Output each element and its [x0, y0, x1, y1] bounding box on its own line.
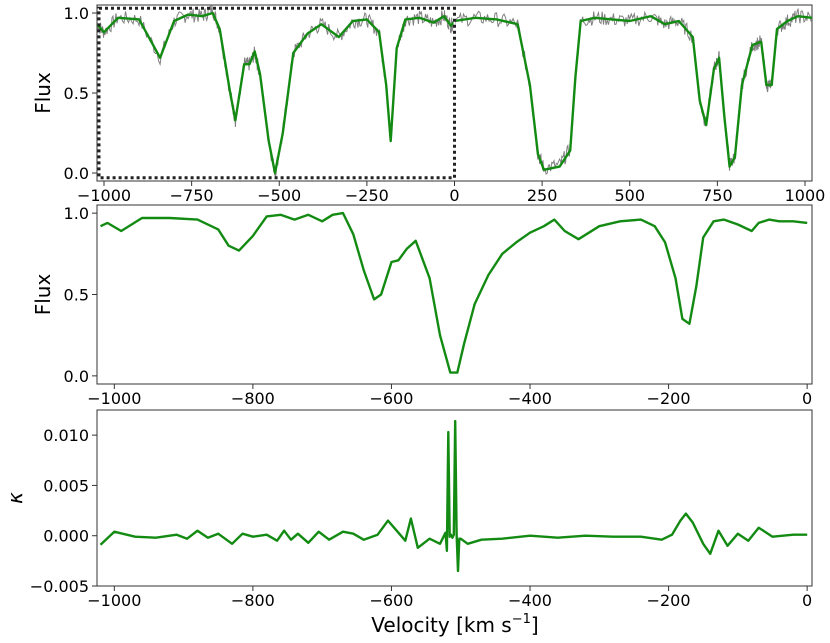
plot-frame — [96, 204, 813, 385]
y-tick-label: 0.005 — [43, 476, 89, 495]
y-tick-label: 0.5 — [64, 286, 89, 305]
x-tick-label: −400 — [508, 389, 552, 408]
x-tick-label: −750 — [170, 186, 214, 205]
model-series-line — [97, 11, 812, 175]
model-series-line — [99, 211, 808, 374]
x-tick-label: 0 — [802, 591, 812, 610]
x-tick-label: −400 — [508, 591, 552, 610]
middle-panel: −1000 −800 −600 −400 −200 0 0.0 0.5 1.0 Flux — [31, 204, 813, 408]
y-tick-label: −0.005 — [30, 577, 89, 596]
x-axis-label-close: ] — [531, 613, 539, 637]
x-tick-label: −500 — [257, 186, 301, 205]
y-tick-label: 0.5 — [64, 84, 89, 103]
plot-frame — [96, 409, 813, 587]
x-tick-label: −1000 — [87, 389, 141, 408]
x-tick-label: −800 — [231, 389, 275, 408]
x-tick-label: −1000 — [77, 186, 131, 205]
x-axis-label: Velocity [km s−1] — [371, 612, 538, 637]
y-tick-label: 0.000 — [43, 527, 89, 546]
model-series-line — [99, 419, 808, 573]
y-axis-label: Flux — [31, 72, 55, 114]
x-tick-label: −200 — [647, 389, 691, 408]
x-axis-label-main: Velocity [km s — [371, 613, 511, 637]
x-tick-label: 500 — [614, 186, 645, 205]
plot-area — [99, 419, 808, 573]
x-tick-label: −800 — [231, 591, 275, 610]
x-tick-label: 0 — [449, 186, 459, 205]
highlight-box — [97, 6, 456, 180]
x-tick-label: −600 — [369, 389, 413, 408]
y-tick-label: 1.0 — [64, 4, 89, 23]
x-tick-label: −200 — [647, 591, 691, 610]
x-tick-label: −250 — [345, 186, 389, 205]
plot-area — [99, 211, 808, 374]
y-axis-label: Flux — [31, 274, 55, 316]
x-tick-label: 250 — [527, 186, 558, 205]
x-tick-label: −600 — [369, 591, 413, 610]
x-tick-label: −1000 — [87, 591, 141, 610]
y-tick-label: 0.0 — [64, 367, 89, 386]
plot-area — [97, 5, 812, 178]
bottom-panel: −1000 −800 −600 −400 −200 0 −0.005 0.000 0.005 0.… — [3, 409, 813, 610]
x-tick-label: 0 — [802, 389, 812, 408]
x-tick-label: 750 — [702, 186, 733, 205]
y-tick-label: 0.0 — [64, 164, 89, 183]
y-tick-label: 1.0 — [64, 204, 89, 223]
y-axis-label: κ — [3, 492, 27, 504]
y-tick-label: 0.010 — [43, 426, 89, 445]
x-tick-label: 1000 — [785, 186, 826, 205]
x-axis-label-sup: −1 — [512, 612, 531, 627]
top-panel: −1000 −750 −500 −250 0 250 500 750 1000 0.0 0.5 1.0… — [31, 4, 825, 205]
